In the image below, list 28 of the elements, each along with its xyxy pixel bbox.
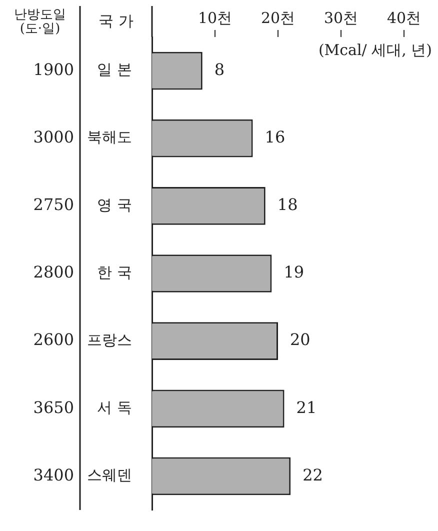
text: 난방도일 (도·일): [14, 7, 66, 36]
y-tick-label: 북해도: [87, 128, 132, 146]
y-tick-label: 스웨덴: [87, 466, 132, 484]
y-tick-label: 서 독: [97, 398, 132, 417]
text: 3650: [33, 398, 74, 417]
y-tick-label: 한 국: [97, 263, 132, 282]
data-label: 20: [290, 330, 310, 350]
y-tick-label: 영 국: [97, 196, 132, 214]
x-tick-label: 20천: [260, 8, 296, 27]
y-tick-label: 프랑스: [87, 330, 132, 349]
text: 1900: [33, 60, 74, 79]
text: 3000: [33, 128, 74, 147]
y-tick-label: 일 본: [97, 60, 132, 79]
data-label: 22: [302, 465, 323, 484]
data-label: 18: [277, 195, 298, 214]
text: 2800: [33, 262, 74, 282]
x-tick-label: 40천: [386, 8, 422, 27]
data-label: 8: [214, 60, 225, 79]
text: 3400: [33, 465, 74, 484]
text: 2750: [33, 195, 74, 214]
x-axis-title: (Mcal/ 세대, 년): [318, 40, 432, 59]
data-label: 21: [296, 398, 317, 417]
data-label: 16: [264, 128, 286, 147]
y-axis-title: 국 가: [98, 12, 134, 30]
x-tick-label: 10천: [198, 8, 232, 27]
data-label: 19: [284, 262, 304, 282]
text: 2600: [33, 330, 74, 350]
x-tick-label: 30천: [324, 8, 358, 27]
